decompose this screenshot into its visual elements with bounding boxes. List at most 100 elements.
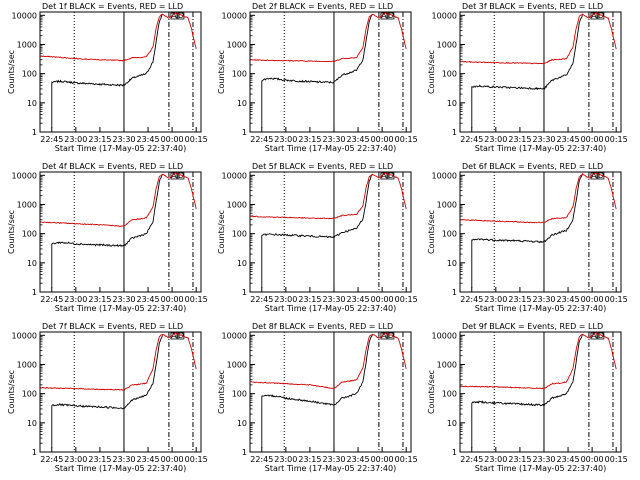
x-axis-label: Start Time (17-May-05 22:37:40) bbox=[475, 304, 606, 313]
x-tick-label: 23:45 bbox=[347, 455, 370, 464]
events-series-line bbox=[51, 13, 163, 128]
y-tick-label: 1000 bbox=[227, 200, 247, 209]
event-marker-label: D bbox=[598, 171, 604, 180]
y-tick-label: 10000 bbox=[222, 171, 247, 180]
y-tick-label: 1000 bbox=[17, 360, 37, 369]
detector-panel: Det 4f BLACK = Events, RED = LLD 1 10 100 10… bbox=[7, 162, 208, 313]
y-tick-label: 1000 bbox=[437, 200, 457, 209]
y-tick-label: 1 bbox=[452, 288, 457, 297]
y-tick-label: 10 bbox=[237, 259, 247, 268]
x-tick-label: 23:15 bbox=[88, 455, 111, 464]
x-tick-label: 00:15 bbox=[605, 135, 628, 144]
panel-title: Det 4f BLACK = Events, RED = LLD bbox=[42, 162, 183, 171]
panel-title: Det 6f BLACK = Events, RED = LLD bbox=[462, 162, 603, 171]
y-tick-label: 10000 bbox=[222, 331, 247, 340]
plot-frame bbox=[249, 11, 412, 133]
y-tick-label: 1000 bbox=[227, 40, 247, 49]
y-tick-label: 100 bbox=[22, 70, 37, 79]
x-axis-label: Start Time (17-May-05 22:37:40) bbox=[475, 464, 606, 473]
events-series-line bbox=[471, 173, 583, 288]
lld-series-line bbox=[40, 12, 197, 62]
event-marker-label: A bbox=[591, 331, 597, 340]
event-marker-label: A bbox=[171, 331, 177, 340]
x-tick-label: 00:15 bbox=[605, 295, 628, 304]
y-tick-label: 10000 bbox=[432, 11, 457, 20]
x-axis-label: Start Time (17-May-05 22:37:40) bbox=[55, 144, 186, 153]
y-tick-label: 10000 bbox=[12, 11, 37, 20]
event-marker-label: D bbox=[598, 331, 604, 340]
x-tick-label: 00:00 bbox=[161, 455, 184, 464]
x-tick-label: 23:00 bbox=[274, 295, 297, 304]
x-tick-label: 00:00 bbox=[581, 295, 604, 304]
y-tick-label: 1 bbox=[32, 288, 37, 297]
x-tick-label: 23:45 bbox=[557, 135, 580, 144]
y-tick-label: 1 bbox=[32, 128, 37, 137]
x-tick-label: 23:15 bbox=[508, 135, 531, 144]
plot-frame bbox=[39, 171, 202, 293]
x-tick-label: 00:00 bbox=[581, 455, 604, 464]
lld-series-line bbox=[250, 172, 407, 220]
x-tick-label: 23:45 bbox=[347, 295, 370, 304]
y-axis-label: Counts/sec bbox=[7, 50, 16, 94]
x-tick-label: 23:30 bbox=[532, 455, 555, 464]
x-tick-label: 00:00 bbox=[371, 455, 394, 464]
x-tick-label: 23:00 bbox=[274, 455, 297, 464]
y-tick-label: 100 bbox=[232, 390, 247, 399]
event-marker-label: A bbox=[381, 171, 387, 180]
x-tick-label: 23:00 bbox=[484, 455, 507, 464]
lld-series-line bbox=[40, 172, 197, 227]
x-tick-label: 23:30 bbox=[112, 135, 135, 144]
x-tick-label: 22:45 bbox=[460, 295, 483, 304]
events-series-line bbox=[471, 333, 583, 448]
x-tick-label: 23:15 bbox=[298, 135, 321, 144]
x-tick-label: 23:00 bbox=[64, 135, 87, 144]
y-tick-label: 10 bbox=[237, 99, 247, 108]
event-marker-label: D bbox=[178, 331, 184, 340]
panel-title: Det 7f BLACK = Events, RED = LLD bbox=[42, 322, 183, 331]
y-axis-label: Counts/sec bbox=[427, 370, 436, 414]
x-axis-label: Start Time (17-May-05 22:37:40) bbox=[55, 304, 186, 313]
y-axis-label: Counts/sec bbox=[7, 370, 16, 414]
x-tick-label: 00:15 bbox=[395, 295, 418, 304]
panel-title: Det 2f BLACK = Events, RED = LLD bbox=[252, 2, 393, 11]
lld-series-line bbox=[250, 12, 407, 63]
x-axis-label: Start Time (17-May-05 22:37:40) bbox=[475, 144, 606, 153]
x-tick-label: 23:00 bbox=[274, 135, 297, 144]
lld-series-line bbox=[40, 332, 197, 391]
y-tick-label: 1 bbox=[242, 128, 247, 137]
x-tick-label: 23:15 bbox=[88, 135, 111, 144]
x-tick-label: 23:00 bbox=[484, 295, 507, 304]
y-tick-label: 10000 bbox=[432, 331, 457, 340]
x-tick-label: 23:15 bbox=[298, 455, 321, 464]
y-tick-label: 10 bbox=[27, 259, 37, 268]
event-marker-box bbox=[380, 332, 388, 340]
events-series-line bbox=[261, 333, 373, 448]
x-tick-label: 23:45 bbox=[557, 455, 580, 464]
event-marker-label: D bbox=[388, 11, 394, 20]
y-tick-label: 1000 bbox=[437, 360, 457, 369]
event-marker-label: D bbox=[178, 171, 184, 180]
events-series-line bbox=[471, 15, 583, 128]
x-tick-label: 00:00 bbox=[581, 135, 604, 144]
y-axis-label: Counts/sec bbox=[427, 50, 436, 94]
detector-panel: Det 6f BLACK = Events, RED = LLD 1 10 100 10… bbox=[427, 162, 628, 313]
x-tick-label: 22:45 bbox=[250, 295, 273, 304]
y-tick-label: 10 bbox=[447, 419, 457, 428]
x-tick-label: 23:15 bbox=[508, 295, 531, 304]
panel-title: Det 8f BLACK = Events, RED = LLD bbox=[252, 322, 393, 331]
panel-title: Det 9f BLACK = Events, RED = LLD bbox=[462, 322, 603, 331]
x-tick-label: 23:00 bbox=[64, 455, 87, 464]
x-tick-label: 00:15 bbox=[605, 455, 628, 464]
event-marker-label: A bbox=[591, 171, 597, 180]
y-tick-label: 100 bbox=[22, 230, 37, 239]
x-tick-label: 22:45 bbox=[250, 135, 273, 144]
x-tick-label: 00:15 bbox=[395, 135, 418, 144]
y-tick-label: 10 bbox=[447, 259, 457, 268]
lld-series-line bbox=[250, 332, 407, 390]
y-tick-label: 10 bbox=[27, 419, 37, 428]
event-marker-box bbox=[170, 12, 178, 20]
x-axis-label: Start Time (17-May-05 22:37:40) bbox=[265, 304, 396, 313]
y-tick-label: 100 bbox=[442, 70, 457, 79]
lld-series-line bbox=[460, 172, 617, 224]
x-tick-label: 23:30 bbox=[112, 455, 135, 464]
